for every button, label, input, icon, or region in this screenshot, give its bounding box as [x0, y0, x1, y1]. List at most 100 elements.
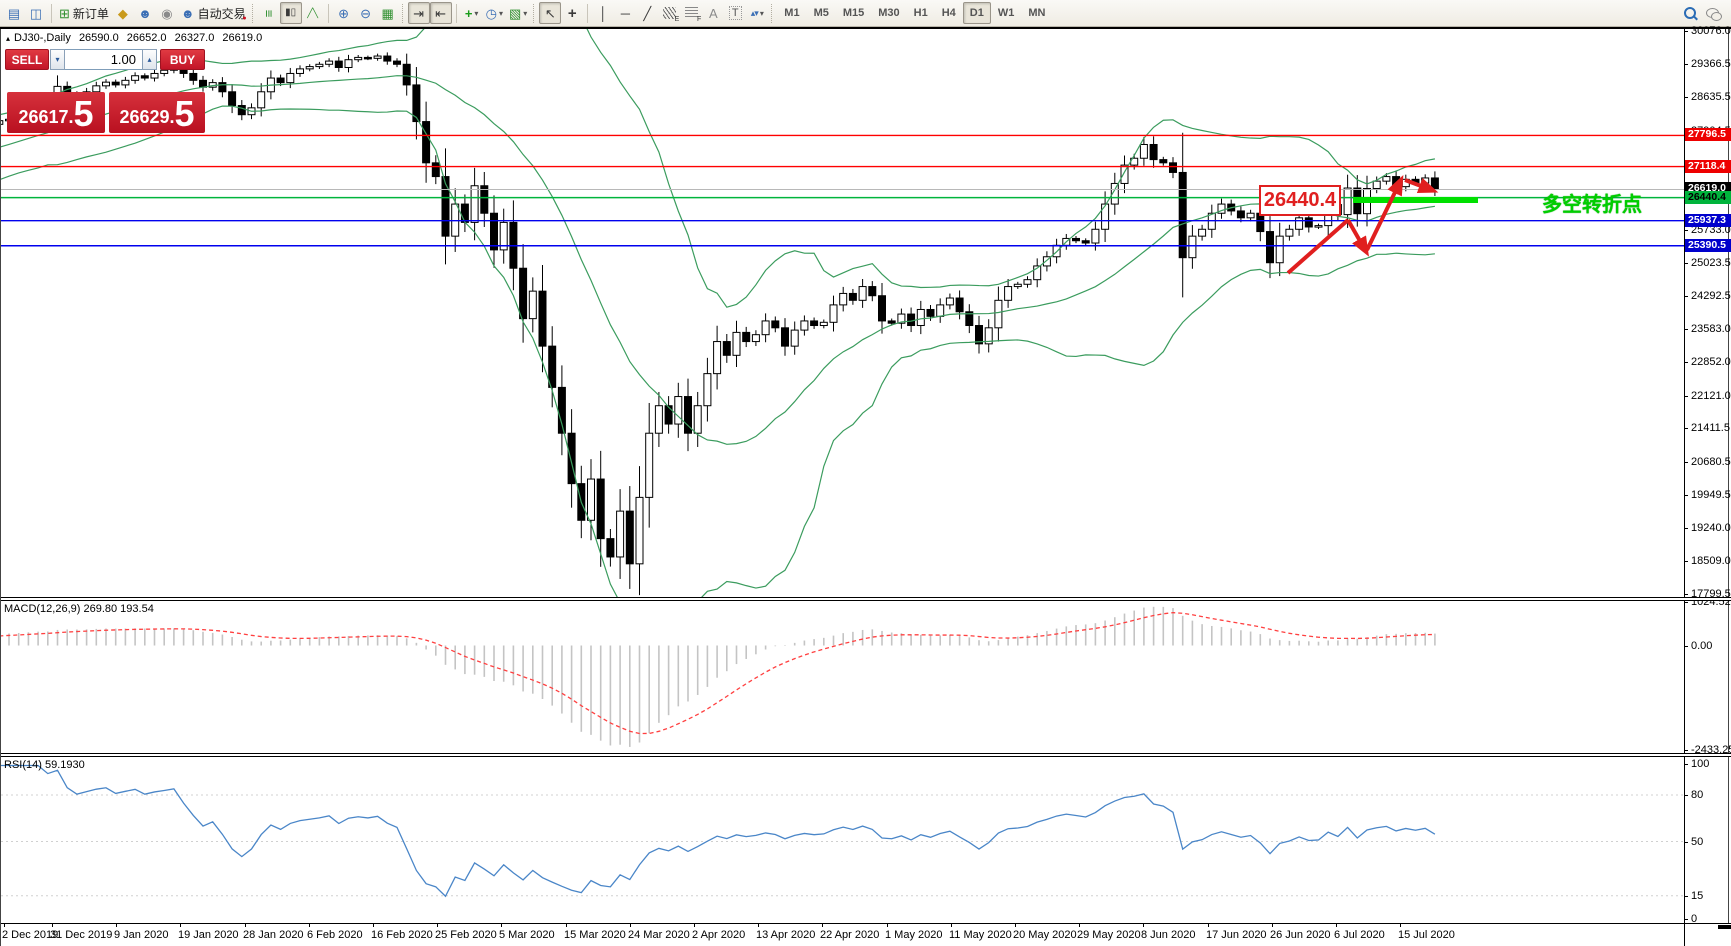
styler-button[interactable]: ◆ [112, 2, 134, 24]
date-label: 13 Apr 2020 [756, 929, 816, 941]
volume-increase-button[interactable]: ▴ [142, 49, 157, 70]
timeframe-m1-button[interactable]: M1 [784, 7, 800, 19]
toolbar: ▤ ◫ ⊞ 新订单 ◆ ☻ ◉ ☻ ● 自动交易 ≡ ▮▯ ╱╲ ⊕ ⊖ ▦ ⇥ ⇤ … [0, 0, 1731, 27]
candlestick-chart-button[interactable]: ▮▯ [279, 2, 302, 24]
axis-tick-label: 19240.0 [1691, 522, 1731, 534]
sell-price-display[interactable]: 26617. 5 [7, 92, 105, 133]
date-label: 9 Jan 2020 [114, 929, 169, 941]
pane-splitter[interactable] [1, 597, 1731, 601]
volume-input[interactable]: 1.00 [65, 49, 142, 70]
arrows-button[interactable]: ▴▾ ▾ [746, 2, 768, 24]
new-order-button[interactable]: ⊞ 新订单 [56, 2, 112, 24]
macd-pane[interactable] [1, 601, 1684, 753]
strategy-tester-icon: ◫ [29, 5, 43, 21]
text-button[interactable]: A [702, 2, 724, 24]
date-tick [309, 924, 310, 927]
date-label: 29 May 2020 [1077, 929, 1141, 941]
date-label: 2 Dec 2019 [2, 929, 59, 941]
buy-button[interactable]: BUY [160, 49, 205, 70]
price-chart-pane[interactable] [1, 29, 1684, 597]
bar-chart-button[interactable]: ≡ [258, 2, 280, 24]
zone-annotation-text[interactable]: 多空转折点 [1542, 194, 1642, 216]
date-tick [1015, 924, 1016, 927]
date-label: 8 Jun 2020 [1141, 929, 1196, 941]
bar-chart-icon: ≡ [261, 9, 277, 17]
timeframe-h1-button[interactable]: H1 [913, 7, 928, 19]
date-axis[interactable]: 2 Dec 2019 31 Dec 2019 9 Jan 2020 19 Jan 20… [1, 923, 1731, 946]
symbol-period-label: DJ30-,Daily [14, 32, 71, 44]
zoom-in-button[interactable]: ⊕ [333, 2, 355, 24]
pane-splitter[interactable] [1, 753, 1731, 757]
tile-windows-button[interactable]: ▦ [377, 2, 399, 24]
templates-button[interactable]: ▧ ▾ [506, 2, 530, 24]
sell-button[interactable]: SELL [5, 49, 49, 70]
vertical-line-button[interactable]: │ [592, 2, 614, 24]
chart-window-button[interactable]: ▤ [3, 2, 25, 24]
autotrading-button[interactable]: ☻ ● 自动交易 [178, 2, 249, 24]
chat-button[interactable] [1701, 2, 1723, 24]
macd-label: MACD(12,26,9) 269.80 193.54 [4, 603, 154, 615]
axis-tick-label: 100 [1691, 758, 1710, 770]
date-tick [566, 924, 567, 927]
date-tick [887, 924, 888, 927]
sell-price-main: 26617. [18, 107, 74, 127]
autotrading-icon: ☻ [180, 5, 195, 21]
level-price-label: 25937.3 [1685, 214, 1731, 227]
periods-button[interactable]: ◷ ▾ [483, 2, 506, 24]
line-chart-button[interactable]: ╱╲ [302, 2, 324, 24]
cursor-button[interactable]: ↖ [539, 2, 562, 24]
text-label-button[interactable]: T [724, 2, 746, 24]
date-tick [951, 924, 952, 927]
timeframe-m15-button[interactable]: M15 [842, 7, 865, 19]
axis-tick [1684, 31, 1688, 32]
rsi-pane[interactable] [1, 757, 1684, 922]
axis-tick-label: 25733.0 [1691, 224, 1731, 236]
date-label: 20 May 2020 [1013, 929, 1077, 941]
level-price-label: 27796.5 [1685, 128, 1731, 141]
price-callout-box[interactable]: 26440.4 [1259, 185, 1341, 216]
axis-tick-label: 30076.0 [1691, 25, 1731, 37]
zoom-in-icon: ⊕ [338, 5, 350, 21]
indicators-button[interactable]: + ▾ [461, 2, 483, 24]
strategy-tester-button[interactable]: ◫ [25, 2, 47, 24]
vertical-line-icon: │ [599, 5, 608, 21]
toolbar-grip [771, 3, 774, 23]
fibonacci-button[interactable]: F [680, 2, 702, 24]
auto-scroll-button[interactable]: ⇥ [407, 2, 430, 24]
axis-tick-label: 22121.0 [1691, 390, 1731, 402]
search-button[interactable] [1679, 2, 1701, 24]
trendline-button[interactable]: ╱ [636, 2, 658, 24]
axis-tick-label: 20680.5 [1691, 456, 1731, 468]
cursor-icon: ↖ [544, 5, 556, 21]
timeframe-m30-button[interactable]: M30 [878, 7, 900, 19]
axis-tick [1684, 646, 1688, 647]
axis-tick-label: 18509.0 [1691, 555, 1731, 567]
chart-window: ▴ DJ30-,Daily 26590.0 26652.0 26327.0 266… [0, 25, 1731, 946]
zoom-out-icon: ⊖ [360, 5, 372, 21]
date-tick [4, 924, 5, 927]
date-tick [52, 924, 53, 927]
timeframe-w1-button[interactable]: W1 [997, 7, 1015, 19]
volume-decrease-button[interactable]: ▾ [50, 49, 65, 70]
horizontal-line-button[interactable]: ─ [614, 2, 636, 24]
news-button[interactable]: ◉ [156, 2, 178, 24]
chart-shift-button[interactable]: ⇤ [429, 2, 452, 24]
axis-tick [1684, 602, 1688, 603]
zoom-out-button[interactable]: ⊖ [355, 2, 377, 24]
timeframe-m5-button[interactable]: M5 [813, 7, 829, 19]
axis-tick-label: 50 [1691, 836, 1704, 848]
buy-price-display[interactable]: 26629. 5 [109, 92, 205, 133]
low-value: 26327.0 [174, 32, 215, 44]
crosshair-button[interactable]: + [561, 2, 583, 24]
axis-tick [1684, 495, 1688, 496]
date-label: 1 May 2020 [885, 929, 943, 941]
date-label: 15 Mar 2020 [564, 929, 626, 941]
timeframe-h4-button[interactable]: H4 [941, 7, 956, 19]
timeframe-mn-button[interactable]: MN [1028, 7, 1046, 19]
channel-button[interactable]: E [658, 2, 680, 24]
toolbar-grip [251, 3, 255, 23]
timeframe-d1-button[interactable]: D1 [962, 2, 991, 24]
date-label: 6 Feb 2020 [307, 929, 363, 941]
vps-button[interactable]: ☻ [134, 2, 156, 24]
date-label: 6 Jul 2020 [1334, 929, 1385, 941]
